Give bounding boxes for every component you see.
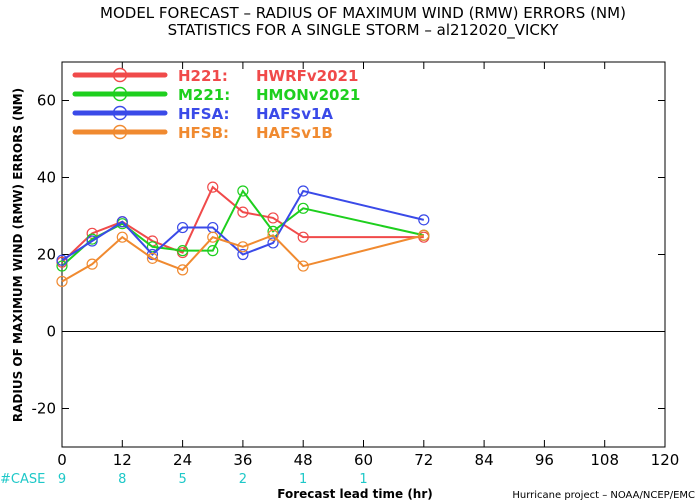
series-line-hfsb (61, 234, 425, 283)
x-tick-label: 48 (294, 451, 313, 469)
y-axis-label: RADIUS OF MAXIMUM WIND (RMW) ERRORS (NM) (11, 88, 25, 422)
y-axis-ticks: -20 0 20 40 60 (32, 92, 665, 418)
chart-title: MODEL FORECAST – RADIUS OF MAXIMUM WIND … (100, 4, 626, 22)
x-tick-label: 12 (113, 451, 132, 469)
case-counts: 9 8 5 2 1 1 (58, 472, 368, 487)
data-point-h221 (237, 206, 249, 218)
legend-label-h221: H221: (178, 67, 228, 85)
legend-desc-h221: HWRFv2021 (256, 67, 358, 85)
legend-marker-hfsa (112, 105, 128, 121)
y-tick-label: 60 (37, 92, 56, 110)
data-point-hfsa (177, 221, 189, 234)
legend-label-m221: M221: (178, 86, 230, 104)
x-tick-label: 60 (354, 451, 373, 469)
y-tick-label: 20 (37, 246, 56, 264)
data-point-m221 (297, 202, 309, 214)
data-point-hfsb (86, 258, 98, 270)
data-point-hfsb (56, 275, 68, 288)
series-line-hfsa (61, 189, 425, 262)
y-tick-label: 40 (37, 169, 56, 187)
x-tick-label: 36 (233, 451, 252, 469)
x-tick-label: 0 (57, 451, 67, 469)
x-axis-ticks: 0 12 24 36 48 60 72 84 96 108 120 (57, 62, 679, 469)
x-axis-label: Forecast lead time (hr) (277, 487, 433, 501)
data-point-hfsb (116, 231, 128, 243)
data-point-m221 (177, 245, 189, 257)
data-point-hfsb (297, 260, 309, 272)
x-tick-label: 84 (475, 451, 494, 469)
case-count: 8 (118, 472, 126, 487)
data-point-h221 (207, 181, 219, 193)
data-point-m221 (146, 241, 159, 253)
case-label: #CASE (0, 472, 45, 487)
data-point-m221 (237, 185, 249, 197)
legend-marker-hfsb (112, 124, 128, 140)
case-count: 1 (299, 472, 307, 487)
data-point-h221 (267, 212, 279, 224)
y-tick-label: 0 (46, 323, 56, 341)
data-point-hfsb (267, 229, 279, 241)
data-point-hfsa (116, 216, 128, 228)
data-point-m221 (207, 245, 219, 257)
data-point-hfsb (207, 231, 219, 243)
y-tick-label: -20 (32, 400, 57, 418)
case-count: 5 (178, 472, 186, 487)
data-point-hfsb (177, 264, 189, 276)
case-count: 1 (359, 472, 367, 487)
legend: H221: HWRFv2021 M221: HMONv2021 HFSA: HAFSv1A… (72, 67, 360, 142)
data-point-hfsa (418, 214, 430, 226)
legend-desc-m221: HMONv2021 (256, 86, 360, 104)
legend-label-hfsb: HFSB: (178, 124, 229, 142)
x-tick-label: 96 (535, 451, 554, 469)
legend-label-hfsa: HFSA: (178, 105, 230, 123)
series-layer (56, 181, 430, 288)
legend-desc-hfsa: HAFSv1A (256, 105, 333, 123)
data-point-hfsa (237, 248, 249, 261)
series-line-h221 (61, 185, 424, 263)
data-point-hfsb (146, 252, 159, 264)
data-point-hfsb (237, 241, 249, 253)
x-tick-label: 72 (414, 451, 433, 469)
data-point-h221 (297, 231, 309, 243)
data-point-m221 (56, 260, 68, 272)
data-point-hfsb (418, 229, 430, 241)
x-tick-label: 108 (590, 451, 619, 469)
legend-marker-h221 (112, 67, 128, 83)
data-point-hfsa (56, 254, 68, 266)
x-tick-label: 120 (651, 451, 680, 469)
x-tick-label: 24 (173, 451, 192, 469)
legend-desc-hfsb: HAFSv1B (256, 124, 333, 142)
legend-marker-m221 (112, 86, 128, 102)
credit-text: Hurricane project – NOAA/NCEP/EMC (512, 490, 695, 501)
case-count: 9 (58, 472, 66, 487)
case-count: 2 (239, 472, 247, 487)
data-point-hfsa (267, 237, 279, 249)
data-point-hfsa (86, 235, 98, 247)
data-point-hfsa (297, 185, 309, 197)
chart-subtitle: STATISTICS FOR A SINGLE STORM – al212020… (168, 21, 560, 40)
